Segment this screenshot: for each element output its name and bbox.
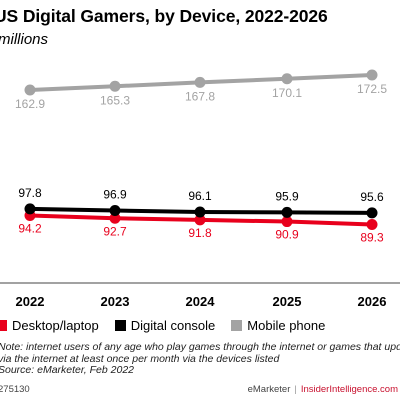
legend-swatch-digital-console [114, 319, 126, 331]
data-point-desktop-laptop [281, 216, 293, 228]
data-point-mobile-phone [24, 84, 36, 96]
brand-emarketer: eMarketer [247, 384, 291, 395]
data-point-desktop-laptop [194, 214, 206, 226]
data-point-digital-console [281, 206, 293, 218]
source-line: Source: eMarketer, Feb 2022 [0, 364, 134, 376]
data-label-digital-console: 95.6 [360, 190, 384, 204]
legend-item-digital-console: Digital console [114, 317, 216, 333]
legend-swatch-desktop-laptop [0, 319, 7, 331]
x-tick-label: 2024 [186, 294, 216, 309]
data-label-desktop-laptop: 92.7 [103, 224, 127, 238]
data-point-desktop-laptop [109, 212, 121, 224]
data-point-mobile-phone [366, 69, 378, 81]
note-line: Note: internet users of any age who play… [0, 341, 400, 353]
data-point-mobile-phone [281, 73, 293, 85]
legend-label-digital-console: Digital console [130, 317, 216, 333]
data-point-mobile-phone [109, 80, 121, 92]
footer-brand: eMarketer | InsiderIntelligence.com [248, 384, 398, 395]
legend-label-mobile-phone: Mobile phone [247, 317, 326, 333]
data-point-digital-console [109, 205, 121, 217]
data-label-mobile-phone: 172.5 [357, 82, 387, 96]
data-label-mobile-phone: 167.8 [185, 89, 215, 103]
data-label-digital-console: 96.1 [188, 189, 212, 203]
data-label-desktop-laptop: 90.9 [275, 228, 299, 242]
footer: 275130 eMarketer | InsiderIntelligence.com [0, 380, 400, 400]
x-tick-label: 2025 [273, 294, 302, 309]
data-label-digital-console: 95.9 [275, 189, 299, 203]
chart-subtitle: millions [0, 31, 49, 48]
legend-item-mobile-phone: Mobile phone [231, 318, 325, 333]
data-label-mobile-phone: 170.1 [272, 86, 302, 100]
data-point-digital-console [366, 207, 378, 219]
x-tick-label: 2026 [358, 294, 387, 309]
note-line: via the internet at least once per month… [0, 352, 280, 365]
chart-note: Note: internet users of any age who play… [0, 341, 400, 377]
x-tick-label: 2023 [101, 294, 130, 309]
x-tick-label: 2022 [16, 294, 45, 309]
chart-id: 275130 [0, 384, 30, 395]
data-point-digital-console [24, 203, 36, 215]
data-label-mobile-phone: 162.9 [15, 97, 45, 111]
data-label-desktop-laptop: 94.2 [18, 221, 42, 235]
chart-title: US Digital Gamers, by Device, 2022-2026 [0, 6, 328, 26]
data-point-desktop-laptop [366, 219, 378, 230]
chart-legend: Desktop/laptop Digital console Mobile ph… [0, 317, 341, 333]
data-label-desktop-laptop: 89.3 [360, 231, 384, 245]
data-label-mobile-phone: 165.3 [100, 93, 130, 107]
legend-item-desktop-laptop: Desktop/laptop [0, 318, 99, 333]
brand-separator: | [294, 384, 297, 395]
data-point-digital-console [194, 206, 206, 218]
legend-swatch-mobile-phone [231, 319, 243, 331]
brand-insider-intelligence: InsiderIntelligence.com [300, 384, 398, 395]
data-label-digital-console: 97.8 [18, 186, 42, 200]
legend-label-desktop-laptop: Desktop/laptop [12, 317, 99, 333]
data-label-digital-console: 96.9 [103, 188, 127, 202]
data-label-desktop-laptop: 91.8 [188, 226, 212, 240]
data-point-mobile-phone [194, 76, 206, 88]
